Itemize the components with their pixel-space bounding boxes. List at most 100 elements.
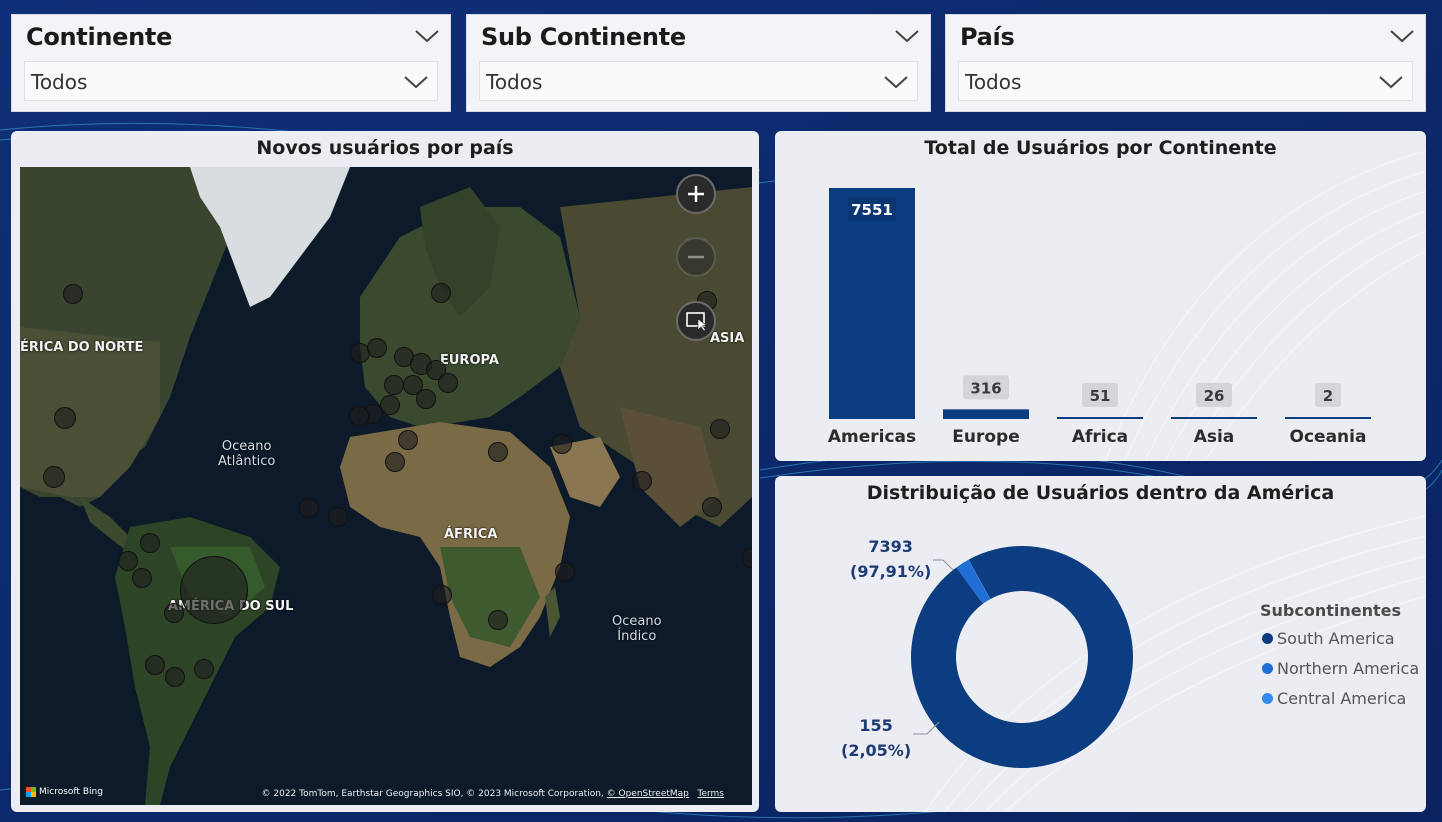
- map-bubble[interactable]: [702, 497, 722, 517]
- attribution-text: © 2022 TomTom, Earthstar Geographics SIO…: [261, 789, 604, 799]
- slicer-continente[interactable]: Continente Todos: [11, 14, 451, 112]
- map-bubble[interactable]: [384, 375, 404, 395]
- map-bubble[interactable]: [632, 471, 652, 491]
- data-label: 51: [1090, 387, 1111, 405]
- bar-oceania[interactable]: [1285, 417, 1371, 419]
- donut-label-pct: (2,05%): [841, 741, 912, 760]
- slicer-dropdown[interactable]: Todos: [24, 61, 438, 101]
- map-bubble[interactable]: [438, 373, 458, 393]
- map-bubble[interactable]: [63, 284, 83, 304]
- bar-africa[interactable]: [1057, 417, 1143, 419]
- legend-label: Central America: [1277, 689, 1407, 708]
- map-panel: Novos usuários por país: [11, 131, 759, 812]
- chevron-down-icon[interactable]: [883, 73, 909, 91]
- map-bubble[interactable]: [488, 610, 508, 630]
- slicer-dropdown[interactable]: Todos: [479, 61, 918, 101]
- map-label-indian: Oceano Índico: [612, 614, 662, 644]
- donut-title: Distribuição de Usuários dentro da Améri…: [866, 482, 1335, 504]
- ocean-label-line: Índico: [617, 629, 657, 644]
- slicer-title: Continente: [26, 23, 173, 51]
- select-area-button[interactable]: [676, 301, 716, 341]
- donut-slice-northern-america[interactable]: [956, 559, 991, 604]
- map-bubble[interactable]: [555, 562, 575, 582]
- openstreetmap-link[interactable]: © OpenStreetMap: [606, 789, 689, 799]
- map-label-europe: EUROPA: [440, 353, 499, 368]
- chevron-down-icon[interactable]: [403, 73, 429, 91]
- zoom-in-button[interactable]: [676, 174, 716, 214]
- donut-label-south-america: 7393 (97,91%): [850, 534, 931, 584]
- map-bubble[interactable]: [432, 585, 452, 605]
- map-bubble[interactable]: [552, 434, 572, 454]
- donut-chart: [910, 546, 1133, 768]
- legend-item[interactable]: Central America: [1262, 689, 1406, 708]
- data-label: 316: [970, 379, 1001, 397]
- map-label-north-america: ÉRICA DO NORTE: [20, 340, 144, 355]
- slicer-sub-continente[interactable]: Sub Continente Todos: [466, 14, 931, 112]
- x-tick-label: Asia: [1194, 427, 1235, 447]
- data-label-background: [1315, 383, 1341, 407]
- legend-item[interactable]: Northern America: [1262, 659, 1419, 678]
- map-bubble[interactable]: [54, 407, 76, 429]
- map-bubble[interactable]: [380, 395, 400, 415]
- map-bubble[interactable]: [398, 430, 418, 450]
- map-label-asia: ASIA: [710, 331, 745, 346]
- map-bubble[interactable]: [118, 551, 138, 571]
- map-bubble[interactable]: [43, 466, 65, 488]
- legend-dot-icon: [1262, 663, 1273, 674]
- map-label-africa: ÁFRICA: [444, 527, 498, 542]
- map-bubble[interactable]: [431, 283, 451, 303]
- chevron-down-icon[interactable]: [414, 27, 440, 45]
- data-label-background: [1082, 383, 1118, 407]
- select-area-icon: [686, 312, 707, 331]
- map-bubble[interactable]: [132, 568, 152, 588]
- map-bubble[interactable]: [349, 406, 369, 426]
- slicer-dropdown[interactable]: Todos: [958, 61, 1413, 101]
- chevron-down-icon[interactable]: [1378, 73, 1404, 91]
- map-bubble[interactable]: [416, 389, 436, 409]
- map-bubble[interactable]: [367, 338, 387, 358]
- legend-dot-icon: [1262, 633, 1273, 644]
- world-map[interactable]: ÉRICA DO NORTE EUROPA ASIA ÁFRICA AMÉRIC…: [20, 167, 752, 805]
- bar-chart-title: Total de Usuários por Continente: [924, 137, 1277, 159]
- ocean-label-line: Oceano: [612, 614, 662, 629]
- x-tick-label: Africa: [1072, 427, 1128, 447]
- data-label: 7551: [851, 201, 893, 219]
- map-bubble[interactable]: [488, 442, 508, 462]
- donut-slice-central-america[interactable]: [968, 559, 991, 600]
- slicer-title: País: [960, 23, 1015, 51]
- bar-chart-panel: Total de Usuários por Continente America…: [775, 131, 1426, 461]
- map-attribution: © 2022 TomTom, Earthstar Geographics SIO…: [262, 789, 725, 799]
- map-bubble[interactable]: [710, 419, 730, 439]
- x-tick-label: Oceania: [1290, 427, 1367, 447]
- ocean-label-line: Atlântico: [218, 454, 276, 469]
- slicer-value: Todos: [486, 70, 543, 94]
- terms-link[interactable]: Terms: [697, 789, 724, 799]
- map-bubble[interactable]: [299, 498, 319, 518]
- chevron-down-icon[interactable]: [1389, 27, 1415, 45]
- slicer-pais[interactable]: País Todos: [945, 14, 1426, 112]
- plus-icon: [688, 186, 704, 202]
- slicer-value: Todos: [31, 70, 88, 94]
- map-label-atlantic: Oceano Atlântico: [218, 439, 275, 469]
- map-bubble[interactable]: [140, 533, 160, 553]
- zoom-out-button[interactable]: [676, 237, 716, 277]
- bar-europe[interactable]: [943, 409, 1029, 419]
- map-bubble[interactable]: [164, 603, 184, 623]
- bar-asia[interactable]: [1171, 417, 1257, 419]
- bar-americas[interactable]: [829, 188, 915, 419]
- map-bubble-brazil[interactable]: [180, 556, 248, 624]
- map-bubble[interactable]: [328, 507, 348, 527]
- ocean-label-line: Oceano: [221, 439, 272, 454]
- legend-label: South America: [1277, 629, 1395, 648]
- map-bubble[interactable]: [403, 375, 423, 395]
- donut-slice-south-america[interactable]: [910, 546, 1133, 768]
- donut-label-pct: (97,91%): [850, 562, 932, 581]
- microsoft-logo-icon: [26, 787, 36, 797]
- legend-item[interactable]: South America: [1262, 629, 1395, 648]
- map-bubble[interactable]: [145, 655, 165, 675]
- map-bubble[interactable]: [165, 667, 185, 687]
- x-tick-label: Europe: [952, 427, 1019, 447]
- map-bubble[interactable]: [194, 659, 214, 679]
- chevron-down-icon[interactable]: [894, 27, 920, 45]
- map-bubble[interactable]: [385, 452, 405, 472]
